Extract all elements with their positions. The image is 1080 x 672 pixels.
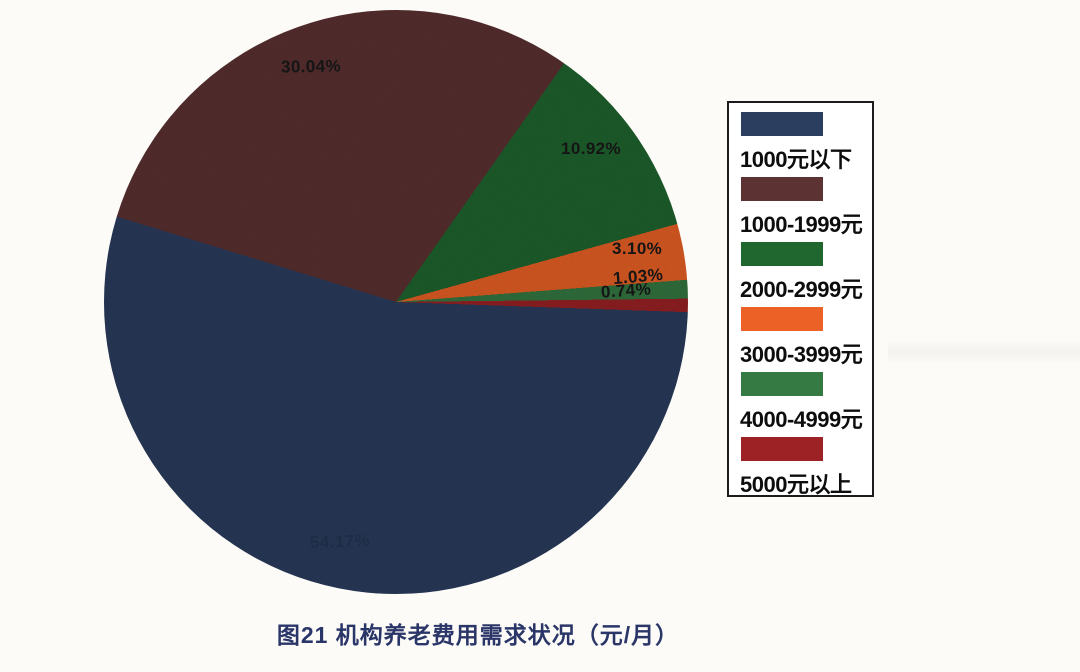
pie-chart	[104, 10, 688, 594]
legend-label: 5000元以上	[740, 472, 852, 497]
legend-label: 4000-4999元	[740, 407, 863, 432]
legend-swatch-5000-above	[741, 437, 823, 461]
legend-item: 4000-4999元	[740, 372, 866, 431]
legend-swatch-1000-1999	[741, 177, 823, 201]
slice-label-3000-3999: 3.10%	[612, 239, 663, 258]
pie-circle	[104, 10, 688, 594]
legend-item: 1000-1999元	[740, 177, 866, 236]
legend-item: 1000元以下	[740, 112, 866, 171]
legend-item: 2000-2999元	[740, 242, 866, 301]
legend-swatch-2000-2999	[741, 242, 823, 266]
chart-legend: 1000元以下 1000-1999元 2000-2999元 3000-3999元…	[727, 101, 874, 497]
legend-label: 1000-1999元	[740, 212, 863, 237]
legend-swatch-1000-below	[741, 112, 823, 136]
slice-label-1000-below: 54.17%	[309, 530, 371, 553]
legend-item: 5000元以上	[740, 437, 866, 496]
slice-label-1000-1999: 30.04%	[280, 56, 342, 77]
legend-label: 1000元以下	[740, 147, 852, 172]
chart-caption: 图21 机构养老费用需求状况（元/月）	[276, 622, 680, 648]
legend-swatch-4000-4999	[741, 372, 823, 396]
scan-artifact	[888, 340, 1080, 364]
legend-label: 2000-2999元	[740, 277, 863, 302]
legend-label: 3000-3999元	[740, 342, 863, 367]
legend-swatch-3000-3999	[741, 307, 823, 331]
legend-item: 3000-3999元	[740, 307, 866, 366]
slice-label-5000-above: 0.74%	[600, 279, 652, 302]
slice-label-2000-2999: 10.92%	[561, 139, 622, 158]
